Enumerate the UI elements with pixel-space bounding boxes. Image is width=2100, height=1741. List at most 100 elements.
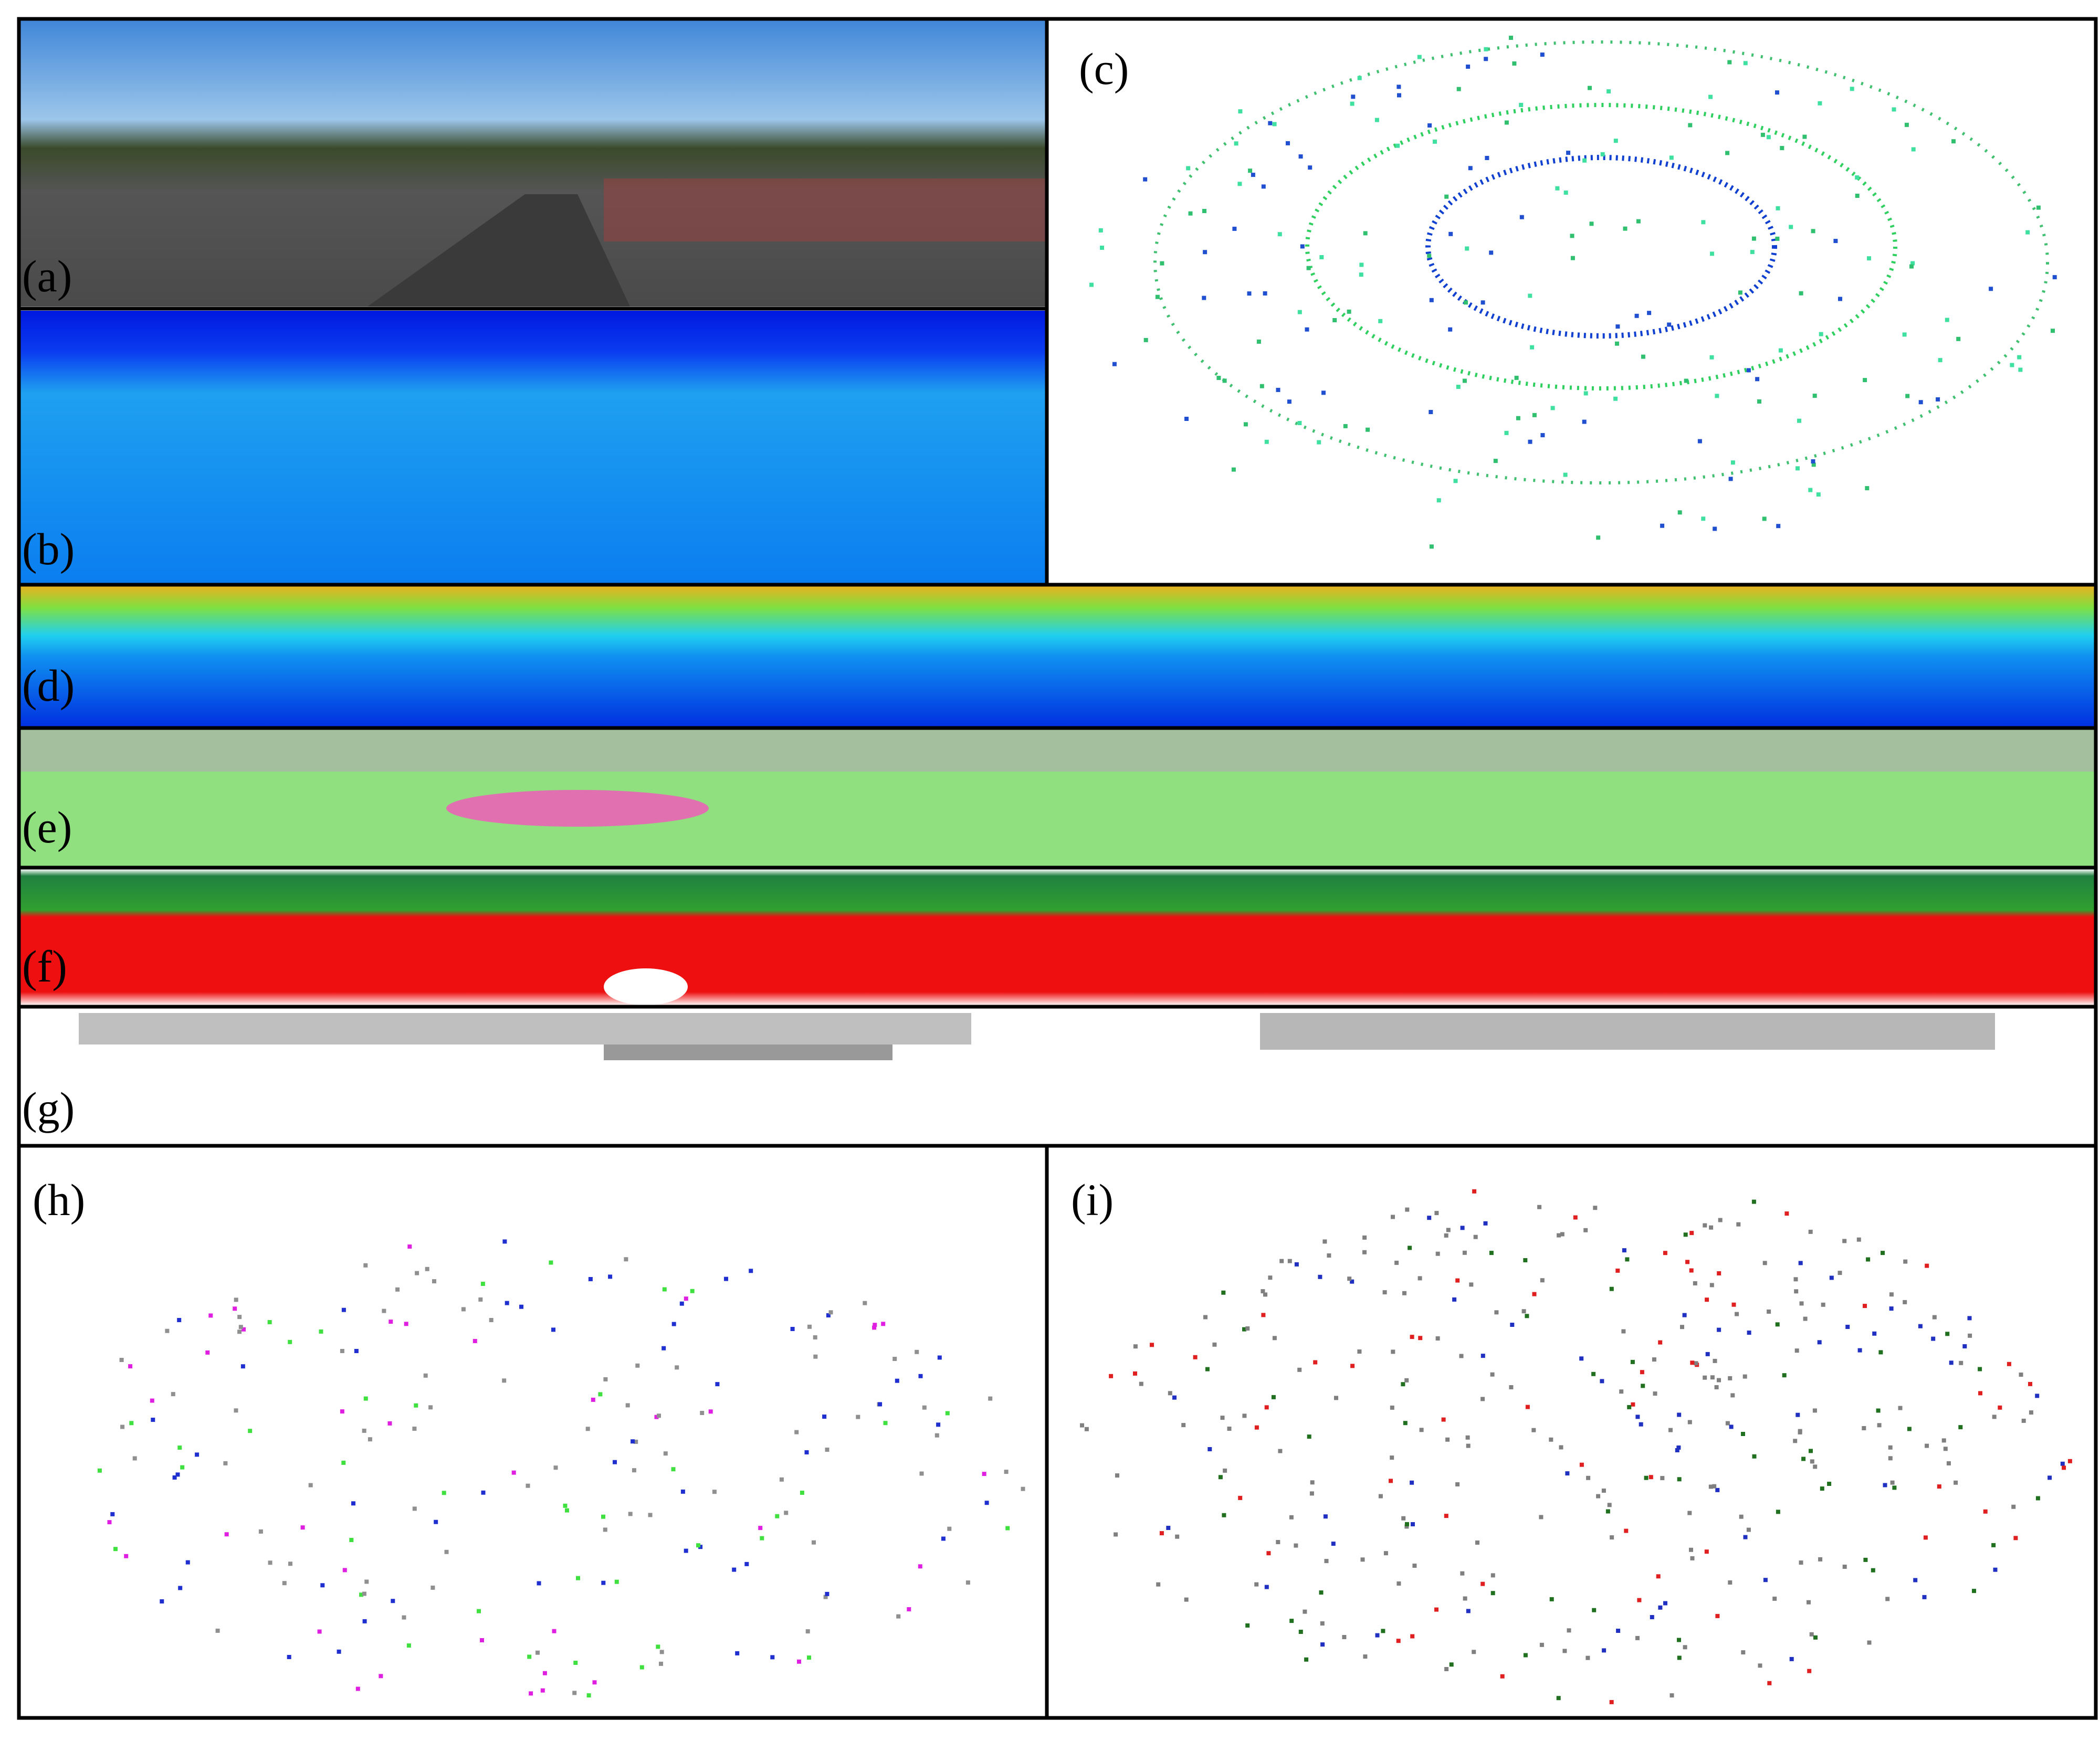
panel-g-points — [604, 1044, 892, 1060]
point — [1466, 65, 1471, 69]
point — [1322, 1239, 1327, 1244]
point — [1712, 1484, 1717, 1489]
point — [1080, 1423, 1084, 1428]
point — [363, 1263, 368, 1268]
point — [1713, 526, 1717, 531]
point — [1319, 1590, 1324, 1595]
point — [1798, 1430, 1802, 1434]
point — [308, 1483, 313, 1487]
point — [1808, 488, 1813, 492]
point — [1803, 1316, 1808, 1321]
point — [529, 1691, 533, 1696]
point — [1872, 1331, 1877, 1336]
point — [1143, 177, 1148, 182]
point — [355, 1686, 360, 1691]
point — [1320, 1621, 1325, 1626]
point — [282, 1581, 287, 1586]
point — [1865, 486, 1870, 491]
point — [1455, 1278, 1460, 1283]
point — [1949, 1360, 1954, 1365]
point — [1954, 1480, 1958, 1485]
point — [1794, 1289, 1799, 1294]
point — [519, 1304, 523, 1309]
frames — [17, 17, 2098, 1720]
point — [1630, 1359, 1635, 1364]
point — [1509, 36, 1513, 40]
point — [1297, 310, 1302, 314]
point — [1391, 1215, 1395, 1219]
point — [1808, 1229, 1813, 1234]
point — [1889, 1306, 1894, 1311]
panel-label: (h) — [33, 1175, 85, 1225]
point — [1168, 1391, 1172, 1396]
point — [402, 1615, 406, 1620]
point — [1867, 1640, 1872, 1645]
point — [1396, 1581, 1401, 1586]
point — [1838, 297, 1842, 301]
point — [1441, 1417, 1446, 1422]
point — [1332, 318, 1337, 322]
point — [1251, 173, 1255, 177]
point — [1813, 1635, 1818, 1640]
point — [659, 1661, 663, 1666]
point — [1863, 1304, 1867, 1309]
point — [1306, 266, 1311, 270]
point — [744, 1561, 749, 1566]
point — [1480, 1581, 1485, 1586]
point — [1289, 1515, 1294, 1520]
point — [1362, 1235, 1367, 1240]
point — [1821, 1302, 1825, 1307]
point — [1809, 1632, 1814, 1637]
point — [1867, 256, 1871, 261]
point — [1670, 1693, 1674, 1698]
point — [758, 1526, 763, 1531]
point — [1660, 1476, 1665, 1481]
point — [1621, 1329, 1626, 1334]
point — [1216, 376, 1221, 380]
point — [1728, 1376, 1732, 1380]
point — [477, 1609, 481, 1613]
point — [1780, 146, 1784, 151]
point — [628, 1512, 633, 1516]
point — [1644, 1475, 1648, 1480]
point — [1304, 1657, 1309, 1662]
point — [472, 1339, 477, 1343]
point — [690, 1289, 695, 1293]
point — [1799, 1560, 1803, 1565]
point — [1237, 182, 1242, 186]
point — [1381, 1629, 1385, 1633]
point — [1708, 1484, 1713, 1489]
point — [1782, 1373, 1787, 1378]
point — [1261, 1289, 1265, 1294]
point — [1308, 165, 1312, 170]
point — [934, 1433, 939, 1438]
point — [1331, 1542, 1336, 1546]
point — [1242, 1327, 1246, 1332]
point — [480, 1282, 485, 1286]
point — [1133, 1371, 1137, 1376]
point — [1449, 1662, 1454, 1667]
point — [1593, 1206, 1598, 1210]
point — [128, 1364, 133, 1369]
point — [1444, 1514, 1448, 1518]
point — [1767, 1309, 1771, 1314]
point — [1797, 418, 1801, 423]
point — [807, 1324, 812, 1329]
point — [1739, 1514, 1744, 1519]
point — [1410, 1335, 1414, 1339]
point — [2051, 329, 2055, 333]
point — [1810, 1459, 1814, 1464]
point — [1588, 86, 1592, 90]
point — [919, 1471, 924, 1476]
point — [1404, 1524, 1409, 1529]
point — [175, 1472, 180, 1477]
point — [511, 1470, 516, 1475]
panel-f-image — [19, 869, 2096, 1006]
point — [1763, 1578, 1768, 1582]
point — [234, 1297, 238, 1302]
point — [1956, 336, 1961, 341]
panel-g-points — [79, 1013, 971, 1044]
point — [1775, 236, 1780, 241]
point — [1334, 1396, 1338, 1400]
